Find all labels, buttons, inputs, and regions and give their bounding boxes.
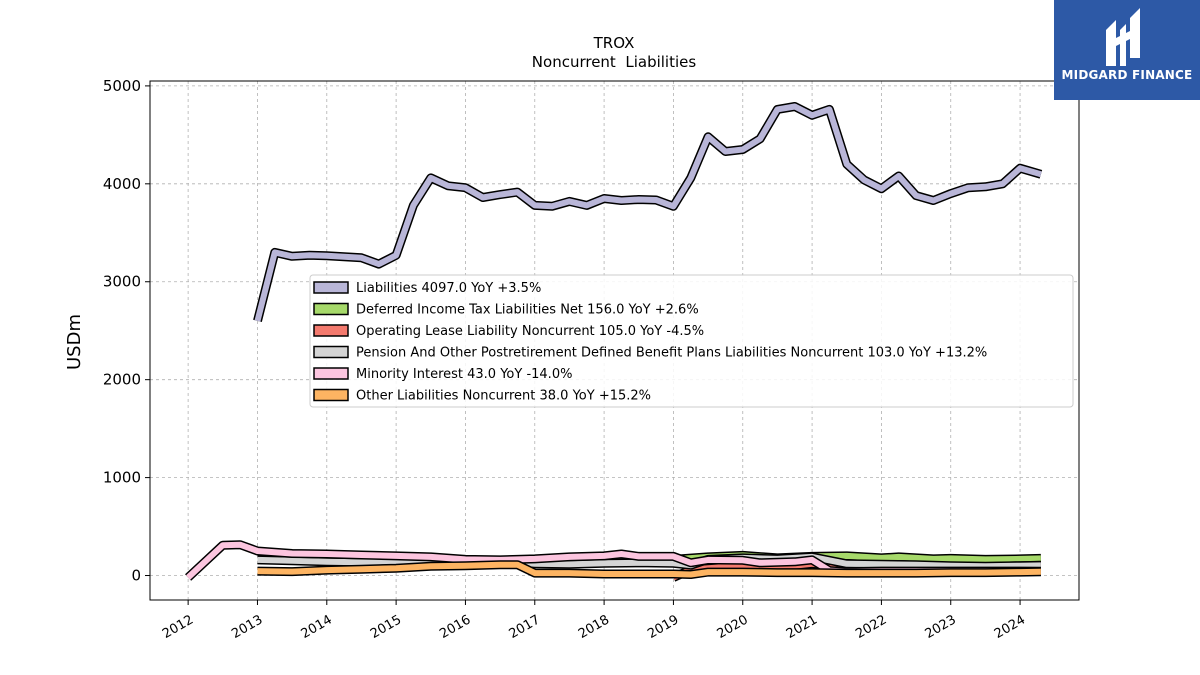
legend-entry: Deferred Income Tax Liabilities Net 156.… (356, 303, 699, 318)
x-tick-label: 2022 (853, 612, 889, 642)
legend-swatch (313, 281, 349, 294)
y-axis-label: USDm (64, 314, 85, 370)
y-ticks: 0 1000 2000 3000 4000 5000 (103, 77, 150, 585)
series-areas (185, 102, 1043, 582)
legend-swatch (313, 367, 349, 380)
series-line (257, 553, 1041, 570)
x-tick-label: 2019 (645, 612, 681, 642)
legend-entry: Other Liabilities Noncurrent 38.0 YoY +1… (356, 389, 651, 404)
legend: Liabilities 4097.0 YoY +3.5% Deferred Inc… (309, 274, 1074, 408)
x-tick-label: 2012 (160, 612, 196, 642)
x-tick-label: 2016 (437, 612, 473, 642)
x-tick-label: 2013 (229, 612, 265, 642)
brand-logo: MIDGARD FINANCE (1054, 0, 1200, 100)
legend-entry: Pension And Other Postretirement Defined… (356, 346, 987, 361)
legend-swatch (313, 302, 349, 316)
x-tick-label: 2018 (576, 612, 612, 642)
legend-swatch (313, 324, 349, 337)
legend-box (309, 274, 1074, 408)
series-3 (257, 552, 1041, 571)
legend-entry: Operating Lease Liability Noncurrent 105… (356, 324, 704, 339)
x-tick-label: 2021 (784, 612, 820, 642)
y-tick-label: 5000 (103, 77, 141, 95)
y-tick-label: 3000 (103, 273, 141, 291)
series-line (254, 103, 1042, 322)
x-ticks: 2012 2013 2014 2015 2016 2017 2018 2019 2020 2021… (160, 600, 1028, 642)
series-0 (253, 102, 1043, 323)
legend-swatch (313, 388, 349, 402)
series-line (257, 561, 1041, 578)
legend-swatch (313, 345, 349, 359)
series-5 (257, 560, 1041, 579)
y-tick-label: 2000 (103, 371, 141, 389)
midgard-logo-icon (1106, 8, 1140, 66)
chart-title: TROX (593, 34, 635, 52)
brand-name: MIDGARD FINANCE (1061, 68, 1193, 82)
legend-entry: Liabilities 4097.0 YoY +3.5% (356, 281, 541, 296)
x-tick-label: 2024 (992, 612, 1028, 642)
y-tick-label: 0 (131, 567, 141, 585)
x-tick-label: 2017 (507, 612, 543, 642)
x-tick-label: 2020 (715, 612, 751, 642)
legend-entry: Minority Interest 43.0 YoY -14.0% (356, 367, 572, 382)
x-tick-label: 2015 (368, 612, 404, 642)
chart-subtitle: Noncurrent Liabilities (532, 53, 697, 71)
x-tick-label: 2014 (299, 612, 335, 642)
y-tick-label: 4000 (103, 175, 141, 193)
x-tick-label: 2023 (923, 612, 959, 642)
plot-frame (149, 80, 1080, 601)
y-tick-label: 1000 (103, 469, 141, 487)
